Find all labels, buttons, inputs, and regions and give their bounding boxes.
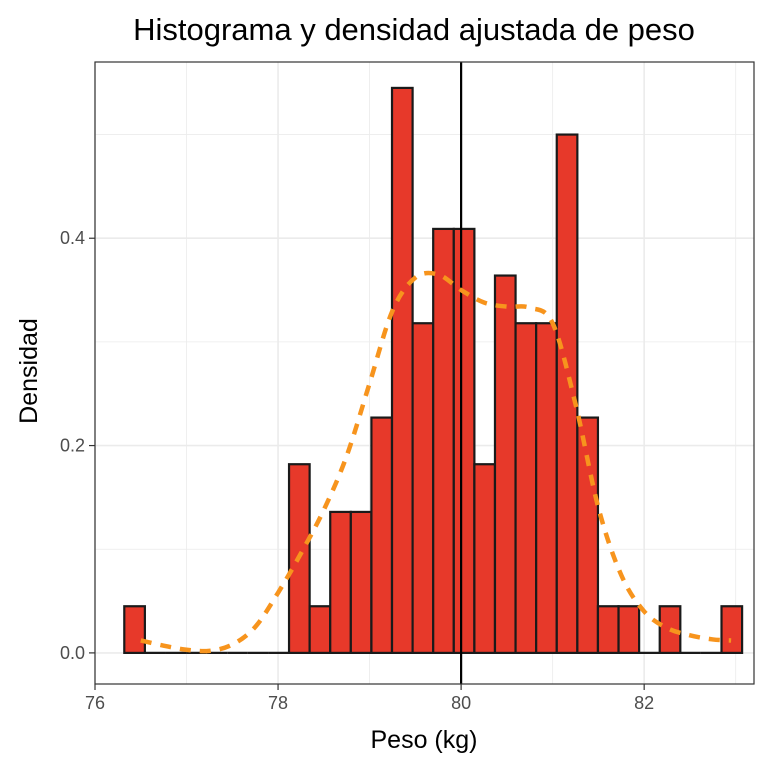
density-curve (140, 270, 732, 654)
histogram-bar (432, 227, 455, 655)
histogram-bar (720, 605, 744, 655)
histogram-bar (473, 463, 497, 654)
histogram-bar (576, 416, 600, 654)
histogram-bar (493, 274, 517, 655)
histogram-bar (535, 322, 558, 654)
histogram-bar (390, 86, 414, 655)
histogram-bar (411, 322, 435, 654)
histogram-bar (329, 510, 352, 654)
histogram-bar (123, 605, 146, 655)
x-tick-label: 78 (268, 693, 288, 713)
histogram-bar (596, 605, 620, 655)
histogram-bar (349, 510, 373, 654)
x-tick-label: 76 (85, 693, 105, 713)
chart-title: Histograma y densidad ajustada de peso (133, 12, 695, 47)
x-tick-label: 82 (634, 693, 654, 713)
y-tick-label: 0.4 (60, 228, 85, 248)
x-axis-title: Peso (kg) (371, 726, 478, 754)
y-tick-label: 0.0 (60, 643, 85, 663)
histogram-bar (514, 322, 538, 654)
y-axis-title: Densidad (15, 318, 43, 424)
histogram-bar (617, 605, 641, 655)
histogram-bar (370, 416, 394, 654)
axes: 76 78 80 82 0.0 0.2 0.4 (60, 228, 654, 713)
histogram-bar (452, 227, 476, 655)
histogram-bar (308, 605, 332, 655)
y-tick-label: 0.2 (60, 436, 85, 456)
histogram-bar (555, 133, 579, 654)
panel-border (94, 61, 755, 685)
histogram-bar (658, 605, 682, 655)
x-tick-label: 80 (451, 693, 471, 713)
density-curve-group (140, 270, 732, 654)
